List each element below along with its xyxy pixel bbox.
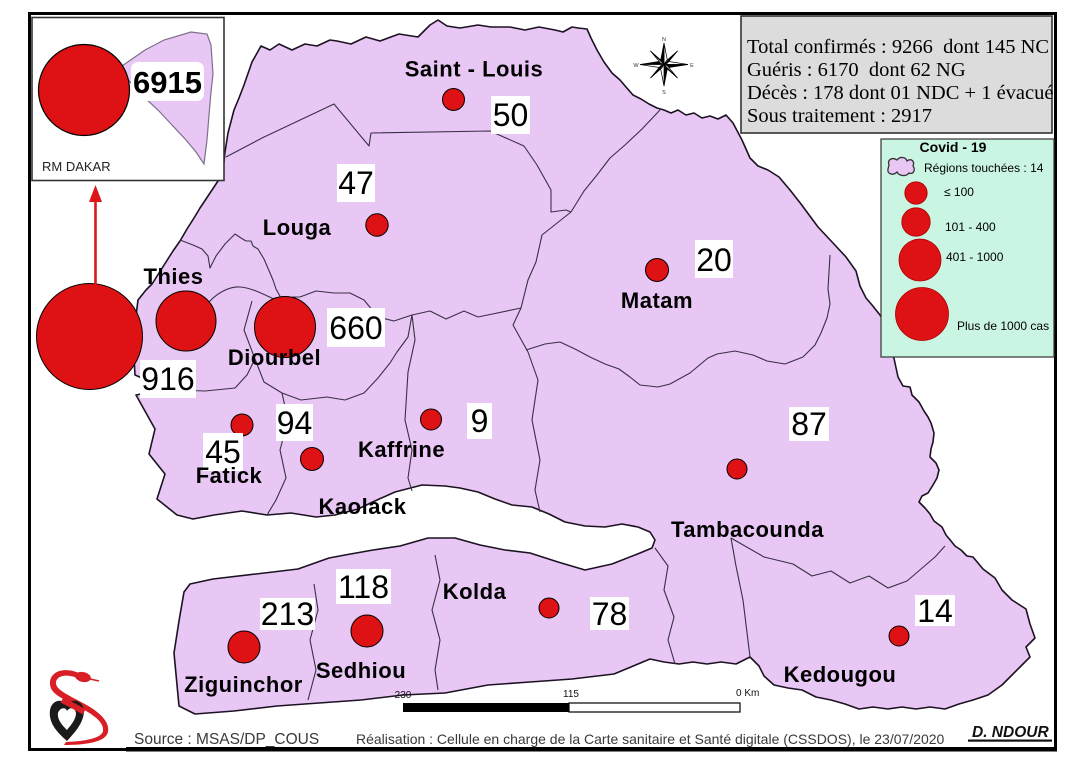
svg-text:660: 660 (329, 310, 382, 346)
svg-text:Fatick: Fatick (196, 463, 263, 488)
svg-text:87: 87 (791, 406, 827, 442)
svg-text:D. NDOUR: D. NDOUR (972, 724, 1049, 741)
svg-text:RM DAKAR: RM DAKAR (42, 159, 111, 174)
svg-text:Total confirmés : 9266 dont 1: Total confirmés : 9266 dont 145 NC (747, 36, 1049, 58)
svg-text:401 - 1000: 401 - 1000 (946, 250, 1004, 264)
svg-text:Covid - 19: Covid - 19 (920, 139, 987, 155)
svg-text:6915: 6915 (133, 65, 202, 100)
svg-text:Guéris : 6170 dont 62 NG: Guéris : 6170 dont 62 NG (747, 59, 966, 81)
svg-text:Louga: Louga (263, 215, 332, 240)
svg-text:230: 230 (395, 690, 412, 701)
svg-text:N: N (662, 37, 666, 43)
svg-text:Sedhiou: Sedhiou (316, 658, 406, 683)
svg-text:Régions touchées : 14: Régions touchées : 14 (924, 161, 1044, 175)
svg-text:E: E (690, 63, 694, 69)
svg-text:Source : MSAS/DP_COUS: Source : MSAS/DP_COUS (134, 731, 319, 748)
svg-text:Saint - Louis: Saint - Louis (405, 57, 544, 82)
svg-text:Matam: Matam (621, 288, 693, 313)
svg-text:Kaolack: Kaolack (319, 494, 407, 519)
svg-text:115: 115 (563, 689, 579, 700)
svg-text:Kolda: Kolda (443, 579, 507, 604)
svg-text:Décès : 178 dont 01 NDC + 1 év: Décès : 178 dont 01 NDC + 1 évacué (747, 82, 1053, 104)
svg-text:0 Km: 0 Km (736, 688, 759, 699)
svg-text:Kedougou: Kedougou (784, 662, 897, 687)
svg-text:78: 78 (592, 596, 628, 632)
svg-text:Diourbel: Diourbel (228, 345, 321, 370)
svg-text:118: 118 (338, 569, 389, 605)
svg-text:213: 213 (261, 596, 314, 632)
svg-text:916: 916 (141, 361, 194, 397)
svg-text:20: 20 (696, 242, 732, 278)
svg-text:Tambacounda: Tambacounda (671, 517, 824, 542)
svg-text:≤ 100: ≤ 100 (944, 185, 974, 199)
svg-text:50: 50 (493, 97, 529, 133)
svg-text:Sous traitement : 2917: Sous traitement : 2917 (747, 105, 932, 127)
svg-text:Kaffrine: Kaffrine (358, 437, 445, 462)
svg-text:47: 47 (338, 165, 374, 201)
svg-text:14: 14 (917, 593, 953, 629)
svg-text:45: 45 (205, 434, 241, 470)
svg-text:Plus de 1000 cas: Plus de 1000 cas (957, 319, 1049, 333)
svg-text:9: 9 (471, 403, 489, 439)
svg-text:Ziguinchor: Ziguinchor (184, 672, 303, 697)
svg-text:W: W (633, 63, 639, 69)
svg-text:101 - 400: 101 - 400 (945, 220, 996, 234)
svg-text:94: 94 (277, 405, 313, 441)
svg-text:Réalisation : Cellule en charg: Réalisation : Cellule en charge de la Ca… (356, 731, 945, 747)
svg-text:S: S (662, 90, 666, 96)
svg-text:Thies: Thies (144, 264, 204, 289)
